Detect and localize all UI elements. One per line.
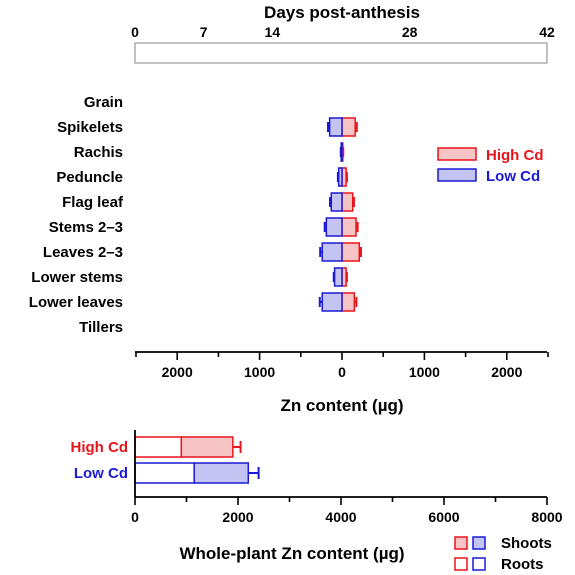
bar-roots-low-cd [134,462,195,484]
timeline-bar [134,42,548,64]
legend-roots-low-swatch [472,557,486,571]
bar-high-stems-2-3 [341,217,357,237]
legend-shoots-label: Shoots [501,535,552,552]
category-label-spikelets: Spikelets [57,119,123,136]
bar-low-peduncle [337,167,343,187]
category-label-leaves-2-3: Leaves 2–3 [43,244,123,261]
bar-low-leaves-2-3 [321,242,343,262]
legend-low-label: Low Cd [486,168,540,185]
category-label-lower-leaves: Lower leaves [29,294,123,311]
bottom-bars [134,436,260,484]
bottom-tick-label: 6000 [428,509,459,525]
top-tick-label: 0 [131,24,139,40]
bar-high-flag-leaf [341,192,354,212]
top-axis-ticks: 0 7 14 28 42 [131,24,555,40]
bar-roots-high-cd [134,436,183,458]
category-labels: Grain Spikelets Rachis Peduncle Flag leaf Ste… [29,94,124,336]
bar-high-spikelets [341,117,356,137]
main-tick-label: 1000 [409,364,440,380]
bar-low-flag-leaf [330,192,343,212]
top-tick-label: 28 [402,24,418,40]
main-x-label: Zn content (µg) [280,396,403,415]
legend-high-swatch [437,147,477,161]
bar-low-lower-stems [333,267,343,287]
category-label-grain: Grain [84,94,123,111]
category-label-lower-stems: Lower stems [31,269,123,286]
bottom-category-labels: High Cd Low Cd [71,439,129,482]
top-tick-label: 7 [200,24,208,40]
legend-roots-high-swatch [454,557,468,571]
legend-roots-label: Roots [501,556,544,573]
legend-high-label: High Cd [486,147,544,164]
bottom-category-label-low-cd: Low Cd [74,465,128,482]
bottom-tick-label: 8000 [531,509,562,525]
top-tick-label: 14 [265,24,281,40]
legend-shoots-high-swatch [454,536,468,550]
bottom-x-label: Whole-plant Zn content (µg) [179,544,404,563]
bar-low-stems-2-3 [325,217,343,237]
main-tick-label: 0 [338,364,346,380]
bar-high-lower-leaves [341,292,356,312]
bar-shoots-low-cd [193,462,250,484]
legend-shoots-low-swatch [472,536,486,550]
main-tick-label: 2000 [162,364,193,380]
bottom-x-ticks: 0 2000 4000 6000 8000 [131,497,563,525]
bottom-tick-label: 4000 [325,509,356,525]
bar-shoots-high-cd [180,436,234,458]
bar-high-leaves-2-3 [341,242,361,262]
category-label-tillers: Tillers [79,319,123,336]
main-tick-label: 2000 [491,364,522,380]
bar-low-spikelets [328,117,343,137]
category-label-stems-2-3: Stems 2–3 [49,219,123,236]
bottom-category-label-high-cd: High Cd [71,439,129,456]
bottom-tick-label: 2000 [222,509,253,525]
legend-low-swatch [437,168,477,182]
main-bars [318,117,362,312]
bar-low-lower-leaves [321,292,343,312]
bottom-tick-label: 0 [131,509,139,525]
top-tick-label: 42 [539,24,555,40]
category-label-flag-leaf: Flag leaf [62,194,124,211]
main-tick-label: 1000 [244,364,275,380]
top-axis-title: Days post-anthesis [264,3,420,22]
category-label-peduncle: Peduncle [56,169,123,186]
category-label-rachis: Rachis [74,144,123,161]
main-x-ticks: 2000 1000 0 1000 2000 [135,352,549,380]
